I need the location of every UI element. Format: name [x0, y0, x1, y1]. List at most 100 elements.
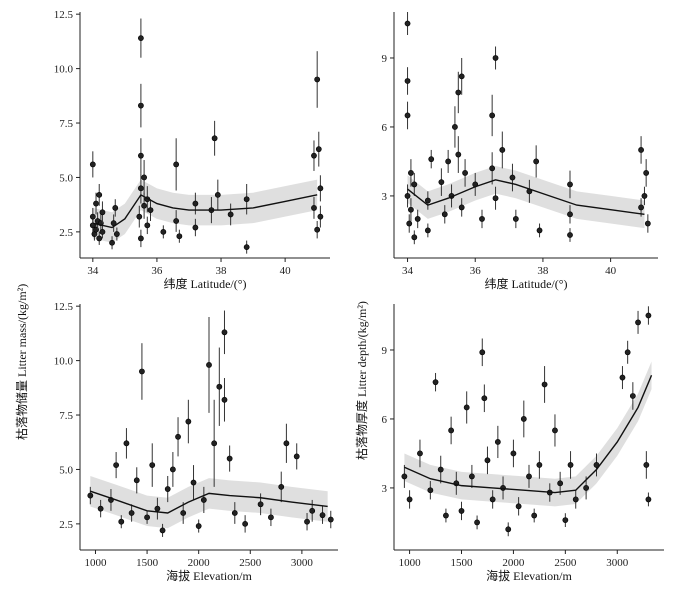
- y-tick: 3: [382, 483, 394, 495]
- data-point: [635, 319, 641, 326]
- data-point: [185, 418, 192, 425]
- data-point: [455, 151, 462, 158]
- data-point: [243, 244, 250, 251]
- data-point: [257, 501, 264, 508]
- y-tick-label: 2.5: [59, 519, 73, 531]
- fit-curve: [404, 375, 653, 494]
- data-point: [176, 233, 183, 240]
- data-point: [173, 161, 180, 168]
- data-point: [411, 181, 418, 188]
- x-tick-label: 1500: [451, 557, 474, 569]
- data-point: [484, 457, 491, 464]
- data-point: [489, 165, 496, 172]
- data-point: [441, 211, 448, 218]
- data-point: [149, 462, 156, 468]
- data-point: [137, 102, 144, 109]
- data-point: [462, 170, 468, 176]
- panel-elevation-mass: 1000 1500 2000 2500 3000 2.5 5.0 7.5 10.0 12.5 海拔 …: [54, 301, 338, 583]
- data-point: [97, 505, 104, 512]
- x-tick: 2500: [554, 550, 577, 569]
- x-tick-label: 1000: [84, 557, 107, 569]
- data-point: [211, 440, 218, 447]
- data-point: [526, 473, 532, 480]
- data-point: [206, 362, 212, 368]
- x-tick-label: 34: [402, 265, 414, 277]
- x-tick-label: 40: [605, 265, 617, 277]
- x-tick-label: 36: [470, 265, 482, 277]
- data-point: [533, 158, 540, 165]
- x-tick-label: 2500: [554, 557, 577, 569]
- data-point: [404, 112, 411, 119]
- data-point: [87, 492, 94, 499]
- data-point: [404, 78, 411, 84]
- x-axis-label: 纬度 Latitude/(°): [163, 276, 246, 291]
- data-point: [99, 228, 106, 235]
- data-point: [214, 191, 221, 198]
- y-tick: 12.5: [54, 301, 80, 313]
- x-tick-label: 40: [280, 265, 292, 277]
- data-point: [427, 487, 434, 494]
- data-point: [536, 462, 543, 468]
- y-tick: 9: [382, 345, 394, 357]
- y-tick-label: 12.5: [54, 9, 74, 21]
- fit-curve: [407, 179, 645, 216]
- y-tick-label: 6: [382, 414, 388, 426]
- data-point: [638, 147, 644, 153]
- data-point: [118, 518, 125, 525]
- y-tick: 10.0: [54, 64, 80, 76]
- data-point: [644, 220, 651, 227]
- x-tick: 36: [470, 258, 482, 277]
- y-tick: 9: [382, 53, 394, 65]
- data-point: [304, 518, 310, 525]
- data-point: [432, 379, 439, 386]
- data-point: [141, 174, 148, 181]
- data-point: [499, 147, 506, 153]
- data-point: [190, 479, 197, 486]
- x-tick-label: 1000: [399, 557, 422, 569]
- data-point: [314, 76, 321, 83]
- data-point: [458, 204, 465, 211]
- data-point: [147, 207, 154, 214]
- data-point: [154, 505, 161, 512]
- y-tick-label: 3: [382, 483, 388, 495]
- y-tick: 3: [382, 191, 394, 203]
- data-point: [164, 486, 171, 492]
- data-point: [311, 205, 317, 211]
- data-point: [315, 146, 322, 153]
- data-point: [293, 453, 300, 460]
- data-point: [137, 152, 144, 159]
- confidence-band: [407, 166, 645, 229]
- data-point: [113, 231, 120, 237]
- data-point: [173, 218, 180, 224]
- y-tick: 7.5: [59, 118, 80, 130]
- data-point: [317, 213, 324, 220]
- y-tick-label: 5.0: [59, 464, 73, 476]
- data-point: [567, 211, 573, 218]
- data-point: [408, 206, 414, 213]
- x-tick-label: 2000: [188, 557, 211, 569]
- x-tick: 3000: [291, 550, 313, 569]
- data-point: [139, 368, 145, 375]
- data-point: [137, 185, 144, 192]
- data-point: [458, 508, 465, 514]
- data-point: [567, 462, 574, 468]
- data-point: [641, 193, 648, 199]
- data-point: [428, 156, 435, 163]
- data-point: [137, 235, 144, 242]
- data-point: [180, 510, 187, 516]
- data-point: [227, 211, 234, 218]
- data-point: [192, 200, 199, 207]
- data-point: [463, 404, 470, 411]
- data-point: [572, 496, 579, 503]
- data-point: [515, 503, 522, 510]
- data-point: [645, 496, 652, 503]
- data-point: [327, 516, 334, 523]
- data-point: [144, 514, 150, 521]
- data-point: [510, 450, 517, 457]
- y-tick-label: 7.5: [59, 118, 73, 130]
- y-tick: 5.0: [59, 172, 80, 184]
- data-point: [552, 427, 558, 434]
- data-point: [89, 161, 96, 168]
- data-point: [99, 209, 106, 216]
